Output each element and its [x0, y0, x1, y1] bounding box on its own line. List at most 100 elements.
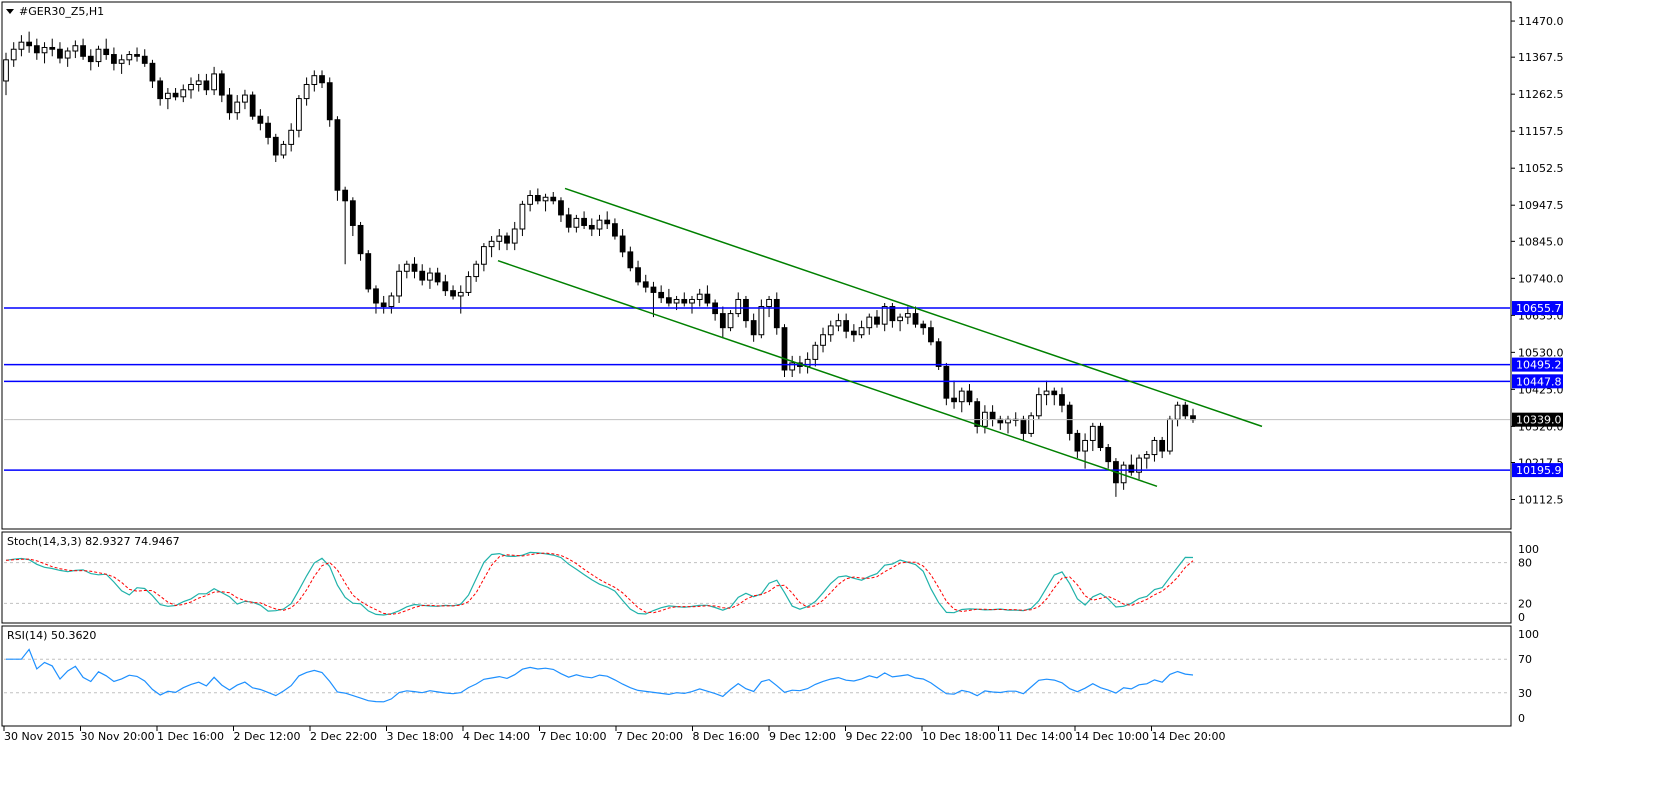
- candle-body: [211, 73, 217, 91]
- candle-body: [103, 48, 110, 56]
- candle-body: [18, 41, 25, 50]
- candle-body: [850, 330, 857, 336]
- candle-body: [49, 46, 56, 50]
- candle-body: [272, 136, 279, 156]
- candle-body: [1174, 404, 1181, 420]
- candle-body: [1028, 415, 1035, 434]
- price-tick-label: 11052.5: [1518, 162, 1564, 175]
- candle-body: [704, 293, 711, 304]
- candle-body: [1136, 457, 1142, 473]
- candle-body: [427, 272, 433, 281]
- chart-title: #GER30_Z5,H1: [19, 5, 104, 18]
- candle-body: [758, 306, 765, 336]
- candle-body: [95, 48, 102, 63]
- candle-body: [172, 92, 179, 98]
- trend-line: [564, 187, 1263, 428]
- candle-body: [820, 334, 826, 346]
- candle-body: [380, 302, 387, 308]
- time-axis-label: 3 Dec 18:00: [387, 730, 454, 743]
- price-tick-label: 11470.0: [1518, 15, 1564, 28]
- candle-body: [619, 235, 626, 253]
- time-axis-label: 14 Dec 20:00: [1152, 730, 1226, 743]
- candle-body: [357, 224, 364, 255]
- candle-body: [64, 50, 71, 59]
- rsi-level-label: 30: [1518, 687, 1532, 700]
- level-label-box: [1512, 301, 1563, 316]
- candle-body: [658, 291, 665, 299]
- candle-body: [920, 323, 927, 329]
- candle-body: [743, 298, 749, 322]
- main-chart-frame: [1, 1, 1512, 530]
- candle-body: [296, 98, 302, 131]
- level-label-box: [1512, 357, 1563, 372]
- candle-body: [511, 228, 518, 244]
- level-label-box: [1512, 374, 1563, 389]
- candle-body: [943, 365, 950, 399]
- candle-body: [604, 219, 611, 225]
- axis-layer: 11470.0 11367.5 11262.5 11157.5 11052.5 10947…: [3, 15, 1564, 743]
- price-layer: [3, 31, 1510, 497]
- candle-body: [904, 313, 911, 318]
- rsi-line: [6, 648, 1194, 703]
- time-axis-label: 8 Dec 16:00: [693, 730, 760, 743]
- level-label: 10195.9: [1516, 464, 1562, 477]
- candle-body: [118, 59, 125, 64]
- candle-body: [773, 298, 780, 329]
- candle-body: [581, 217, 587, 226]
- candle-body: [665, 297, 672, 304]
- candle-body: [226, 94, 233, 114]
- rsi-level-label: 0: [1518, 712, 1525, 725]
- candle-body: [719, 313, 726, 329]
- price-tick-label: 10740.0: [1518, 272, 1564, 285]
- price-tick-label: 10112.5: [1518, 493, 1564, 506]
- candle-body: [1166, 418, 1173, 452]
- candle-body: [596, 219, 603, 230]
- price-tick-label: 10947.5: [1518, 199, 1564, 212]
- candle-body: [496, 235, 503, 242]
- stoch-level-label: 20: [1518, 597, 1532, 610]
- candle-body: [673, 298, 680, 304]
- candle-body: [681, 298, 688, 304]
- stoch-level-label: 100: [1518, 543, 1539, 556]
- candle-body: [3, 59, 9, 82]
- candle-body: [1105, 447, 1112, 463]
- candle-body: [866, 316, 873, 329]
- level-label: 10447.8: [1516, 375, 1562, 388]
- candle-body: [1143, 454, 1150, 459]
- chart-menu-triangle-icon[interactable]: [6, 9, 14, 14]
- candle-body: [280, 143, 287, 156]
- candle-body: [812, 344, 819, 360]
- candle-body: [303, 83, 310, 100]
- time-axis-label: 10 Dec 18:00: [922, 730, 996, 743]
- stoch-label: Stoch(14,3,3) 82.9327 74.9467: [7, 535, 180, 548]
- candle-body: [72, 45, 79, 52]
- candle-body: [1043, 390, 1050, 396]
- time-axis-label: 4 Dec 14:00: [463, 730, 530, 743]
- rsi-label: RSI(14) 50.3620: [7, 629, 96, 642]
- candle-body: [935, 341, 942, 367]
- candle-body: [164, 92, 171, 100]
- price-tick-label: 10530.0: [1518, 346, 1564, 359]
- price-tick-label: 10845.0: [1518, 235, 1564, 248]
- candle-body: [827, 325, 834, 336]
- candle-body: [696, 293, 703, 300]
- candle-body: [835, 320, 842, 327]
- time-axis-label: 9 Dec 22:00: [846, 730, 913, 743]
- candle-body: [542, 196, 549, 202]
- candle-body: [627, 251, 634, 269]
- candle-body: [33, 45, 40, 54]
- candle-body: [218, 73, 225, 96]
- candle-body: [766, 298, 772, 308]
- current-price-label: 10339.0: [1516, 414, 1562, 427]
- candle-body: [188, 83, 194, 91]
- candle-body: [1089, 425, 1096, 441]
- candle-body: [897, 316, 903, 322]
- candle-body: [349, 200, 356, 226]
- time-axis-label: 2 Dec 22:00: [310, 730, 377, 743]
- candle-body: [234, 101, 241, 114]
- candle-body: [1159, 439, 1166, 452]
- time-axis-label: 30 Nov 2015: [4, 730, 74, 743]
- candle-body: [141, 55, 148, 64]
- candle-body: [126, 54, 133, 61]
